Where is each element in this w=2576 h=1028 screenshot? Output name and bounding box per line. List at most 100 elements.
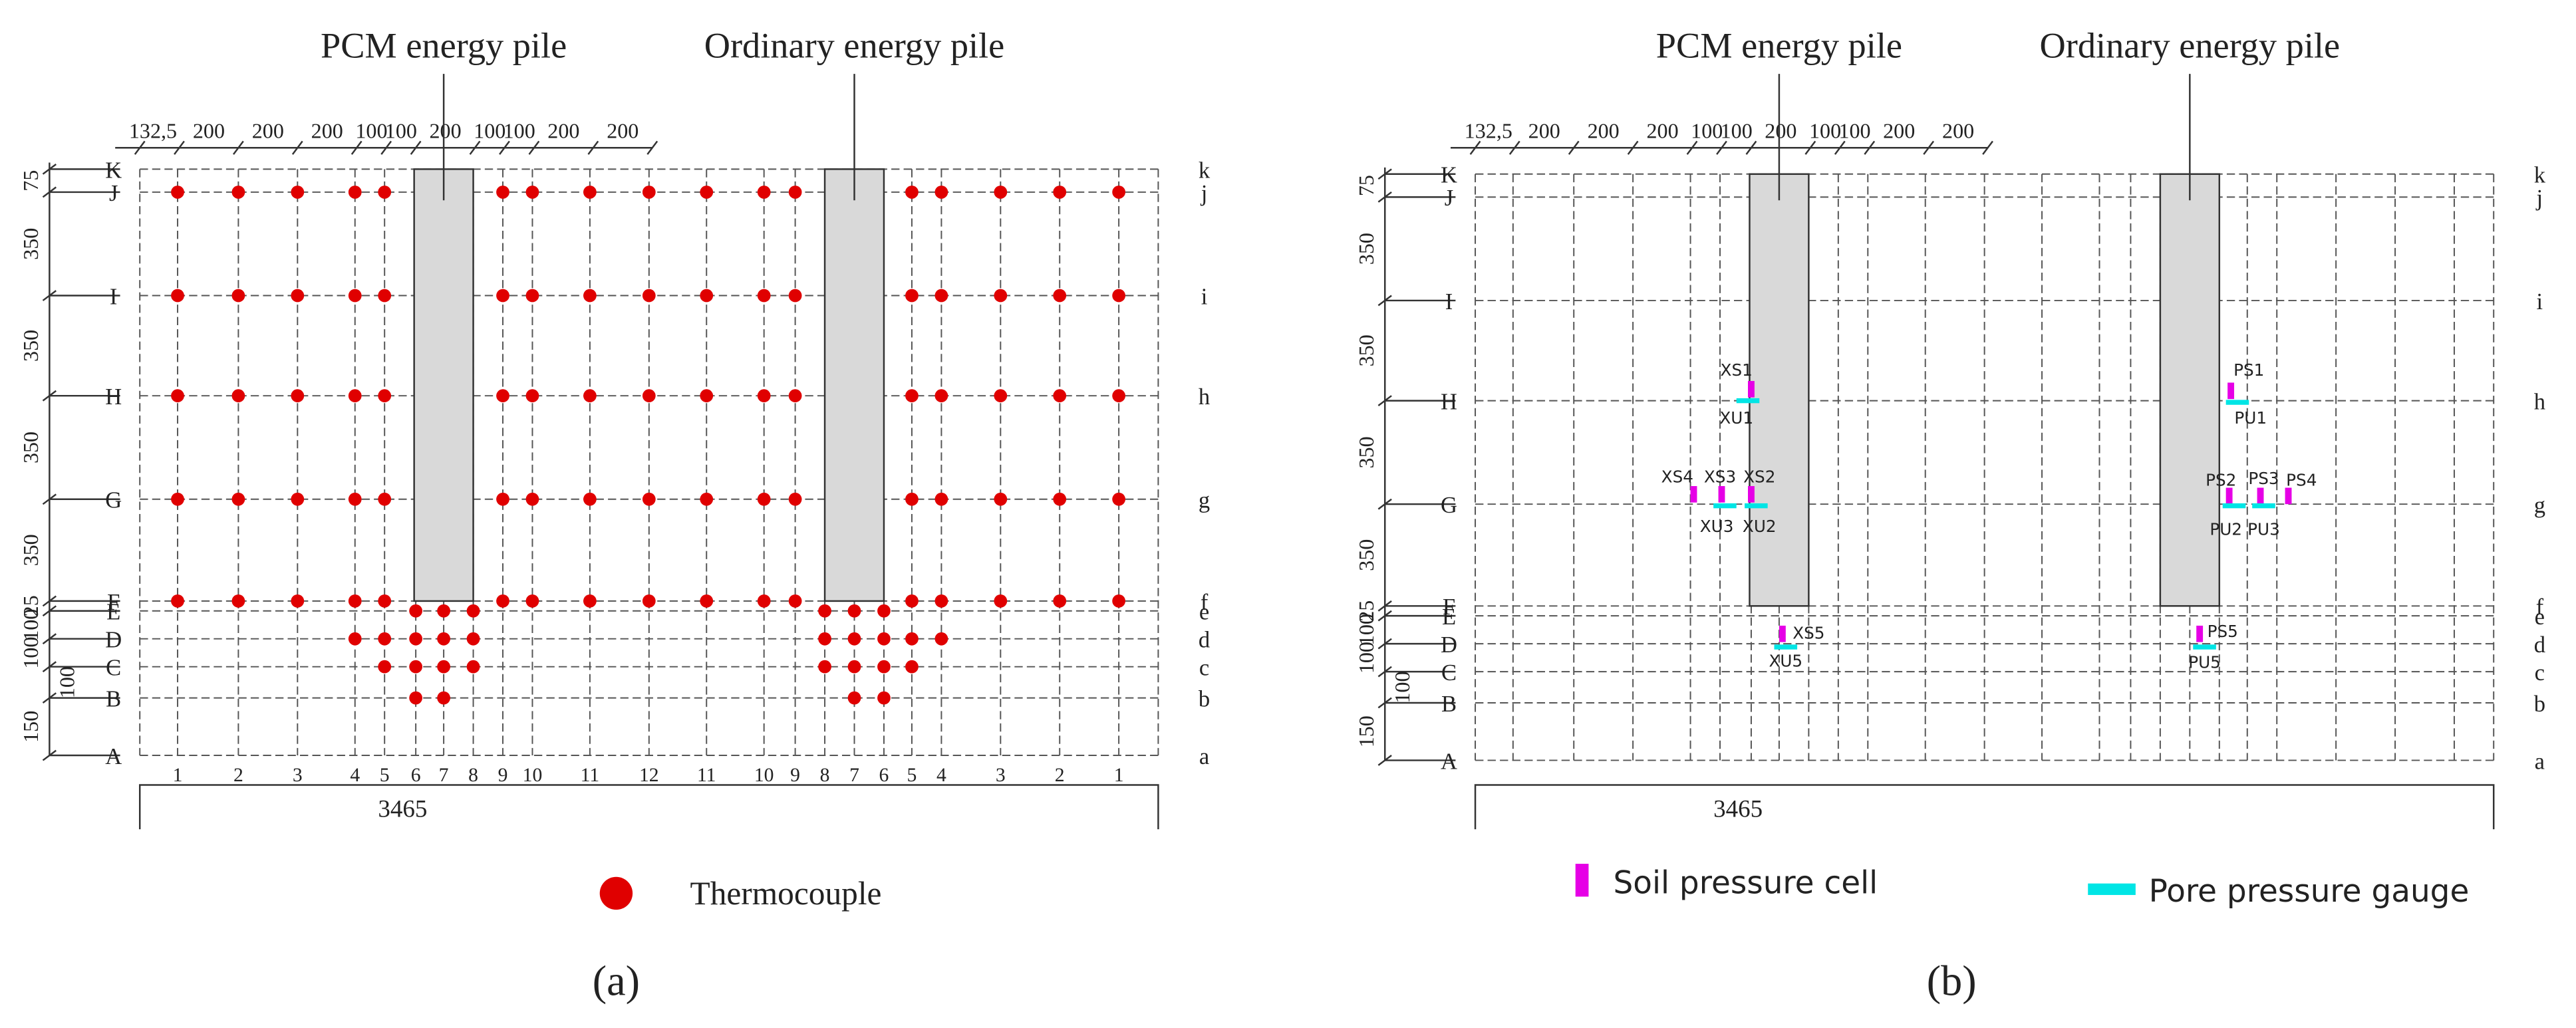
row-label: K bbox=[105, 158, 122, 183]
dimension-label: 100 bbox=[1354, 614, 1378, 646]
dimension-tick bbox=[1377, 638, 1392, 650]
thermocouple bbox=[409, 604, 422, 618]
dimension-label: 100 bbox=[1390, 671, 1414, 703]
pore-pressure-gauge bbox=[1713, 503, 1737, 509]
column-label: 3 bbox=[293, 765, 303, 786]
thermocouple bbox=[847, 632, 861, 646]
column-label: 8 bbox=[468, 765, 478, 786]
thermocouple bbox=[378, 389, 392, 403]
pore-pressure-gauge bbox=[1745, 503, 1768, 509]
thermocouple bbox=[877, 604, 891, 618]
sensor-label: XU2 bbox=[1743, 517, 1777, 536]
thermocouple bbox=[348, 594, 362, 608]
row-label: A bbox=[105, 744, 122, 769]
row-label: k bbox=[1199, 158, 1211, 183]
thermocouple bbox=[583, 594, 597, 608]
row-label: k bbox=[2534, 163, 2546, 188]
dimension-label: 100 bbox=[55, 666, 78, 698]
pore-pressure-gauge bbox=[2193, 644, 2216, 650]
thermocouple bbox=[934, 289, 948, 303]
row-label: K bbox=[1441, 163, 1457, 188]
column-label: 9 bbox=[498, 765, 508, 786]
thermocouple bbox=[905, 289, 919, 303]
legend-swatch bbox=[599, 876, 633, 910]
dimension-tick bbox=[1923, 140, 1935, 155]
thermocouple bbox=[700, 289, 714, 303]
sensor-label: PU3 bbox=[2247, 520, 2280, 539]
sensor-label: PS5 bbox=[2208, 622, 2238, 641]
pile-label: Ordinary energy pile bbox=[704, 26, 1005, 66]
column-label: 5 bbox=[380, 765, 390, 786]
row-label: I bbox=[110, 284, 118, 309]
dimension-tick bbox=[42, 749, 57, 761]
caption: (b) bbox=[1927, 958, 1977, 1005]
thermocouple bbox=[994, 186, 1008, 199]
thermocouple bbox=[378, 594, 392, 608]
thermocouple bbox=[700, 389, 714, 403]
sensor-label: XS3 bbox=[1704, 467, 1736, 487]
soil-pressure-cell bbox=[1718, 486, 1725, 503]
dimension-tick bbox=[42, 692, 57, 704]
thermocouple bbox=[700, 492, 714, 506]
column-label: 9 bbox=[790, 765, 800, 786]
dimension-tick bbox=[1745, 140, 1757, 155]
dimension-label: 350 bbox=[19, 228, 43, 260]
total-label: 3465 bbox=[1713, 796, 1763, 823]
thermocouple bbox=[788, 492, 802, 506]
dimension-label: 200 bbox=[607, 118, 639, 142]
dimension-label: 100 bbox=[19, 609, 43, 641]
dimension-tick bbox=[1377, 168, 1392, 180]
thermocouple bbox=[437, 660, 450, 674]
dimension-label: 75 bbox=[1354, 175, 1378, 196]
thermocouple bbox=[291, 186, 305, 199]
thermocouple bbox=[934, 186, 948, 199]
column-label: 8 bbox=[820, 765, 830, 786]
dimension-label: 200 bbox=[429, 118, 461, 142]
dimension-label: 350 bbox=[19, 330, 43, 362]
dimension-label: 200 bbox=[547, 118, 579, 142]
dimension-tick bbox=[42, 595, 57, 607]
dimension-label: 132,5 bbox=[129, 118, 177, 142]
total-bracket bbox=[138, 784, 1159, 830]
sensor-label: PS1 bbox=[2233, 360, 2264, 380]
dimension-tick bbox=[1377, 600, 1392, 612]
thermocouple bbox=[994, 289, 1008, 303]
thermocouple bbox=[378, 632, 392, 646]
row-label: i bbox=[2537, 289, 2543, 315]
soil-pressure-cell bbox=[2285, 487, 2292, 505]
row-label: I bbox=[1445, 289, 1453, 315]
sensor-label: XU5 bbox=[1769, 651, 1802, 670]
row-label: D bbox=[105, 628, 122, 653]
dimension-label: 25 bbox=[19, 595, 43, 616]
row-label: f bbox=[2536, 594, 2544, 620]
soil-pressure-cell bbox=[1779, 625, 1786, 642]
row-label: G bbox=[105, 488, 122, 513]
thermocouple bbox=[642, 492, 656, 506]
thermocouple bbox=[934, 389, 948, 403]
dimension-tick bbox=[1627, 140, 1639, 155]
soil-pressure-cell bbox=[1748, 380, 1755, 398]
dimension-label: 350 bbox=[19, 534, 43, 566]
thermocouple bbox=[905, 389, 919, 403]
dimension-tick bbox=[1377, 755, 1392, 766]
dimension-tick bbox=[291, 140, 303, 155]
pile-label: PCM energy pile bbox=[321, 26, 567, 66]
row-label: B bbox=[106, 686, 121, 711]
dimension-label: 200 bbox=[1883, 118, 1915, 142]
row-label: d bbox=[1199, 628, 1210, 653]
thermocouple bbox=[583, 289, 597, 303]
row-label: c bbox=[2535, 660, 2545, 686]
row-label: a bbox=[1199, 744, 1209, 769]
pore-pressure-gauge bbox=[2225, 400, 2249, 405]
row-label: f bbox=[1201, 590, 1209, 615]
thermocouple bbox=[934, 632, 948, 646]
legend-label: Thermocouple bbox=[690, 875, 882, 912]
row-label: b bbox=[1199, 686, 1210, 711]
dimension-tick bbox=[528, 140, 540, 155]
ordinary-pile bbox=[2159, 173, 2221, 607]
thermocouple bbox=[934, 594, 948, 608]
column-label: 10 bbox=[754, 765, 774, 786]
dimension-tick bbox=[42, 163, 57, 175]
dimension-tick bbox=[1804, 140, 1816, 155]
column-label: 6 bbox=[879, 765, 889, 786]
